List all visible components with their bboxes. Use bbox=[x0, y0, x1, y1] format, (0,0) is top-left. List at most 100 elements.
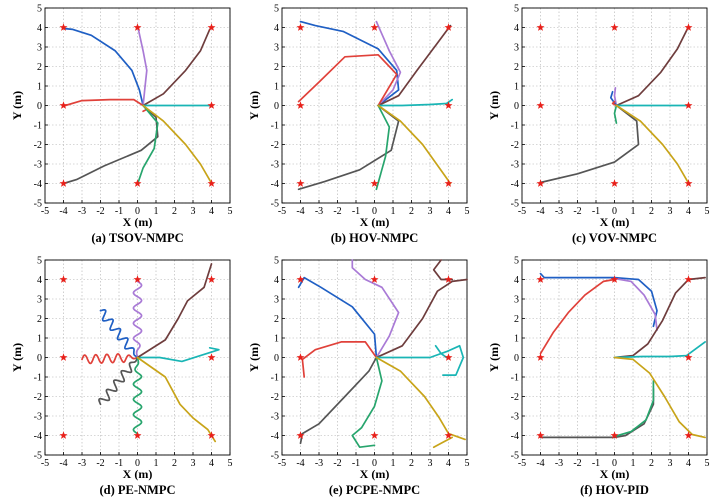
x-tick-label: 3 bbox=[668, 206, 673, 217]
target-star-icon bbox=[444, 101, 453, 109]
x-tick-label: 3 bbox=[428, 206, 433, 217]
y-tick-label: 1 bbox=[514, 82, 519, 93]
trajectory-line bbox=[297, 104, 400, 191]
x-tick-label: -2 bbox=[96, 458, 104, 469]
trajectory-line bbox=[142, 28, 211, 107]
x-tick-label: -3 bbox=[555, 458, 563, 469]
trajectory-line bbox=[377, 24, 452, 107]
trajectory-line bbox=[351, 356, 383, 449]
target-star-icon bbox=[59, 179, 68, 187]
y-tick-label: 3 bbox=[37, 43, 42, 54]
target-star-icon bbox=[59, 275, 68, 283]
target-star-icon bbox=[296, 431, 305, 439]
target-star-icon bbox=[684, 101, 693, 109]
target-star-icon bbox=[370, 431, 379, 439]
x-tick-label: -3 bbox=[78, 206, 86, 217]
trajectory-line bbox=[613, 277, 658, 332]
x-tick-label: -4 bbox=[536, 206, 544, 217]
trajectory-line bbox=[64, 98, 144, 107]
trajectory-line bbox=[613, 356, 706, 439]
x-tick-label: -5 bbox=[278, 206, 286, 217]
target-star-icon bbox=[444, 431, 453, 439]
y-tick-label: 0 bbox=[514, 101, 519, 112]
y-tick-label: -4 bbox=[34, 431, 42, 442]
y-tick-label: 5 bbox=[514, 256, 519, 267]
x-tick-label: 0 bbox=[372, 458, 377, 469]
x-tick-label: 1 bbox=[631, 206, 636, 217]
trajectory-line bbox=[142, 104, 212, 183]
x-tick-label: 4 bbox=[686, 206, 691, 217]
x-tick-label: -2 bbox=[96, 206, 104, 217]
y-tick-label: 0 bbox=[37, 353, 42, 364]
x-tick-label: -1 bbox=[115, 206, 123, 217]
y-tick-label: -3 bbox=[511, 412, 519, 423]
y-tick-label: -3 bbox=[271, 160, 279, 171]
target-star-icon bbox=[133, 179, 142, 187]
trajectory-line bbox=[132, 356, 143, 435]
x-tick-label: 3 bbox=[668, 458, 673, 469]
y-tick-label: 2 bbox=[514, 62, 519, 73]
target-star-icon bbox=[207, 23, 216, 31]
trajectory-line bbox=[613, 341, 706, 359]
x-tick-label: 2 bbox=[649, 206, 654, 217]
y-tick-label: 2 bbox=[37, 314, 42, 325]
x-tick-label: -3 bbox=[315, 458, 323, 469]
trajectory-line bbox=[137, 104, 159, 183]
x-tick-label: -4 bbox=[296, 206, 304, 217]
x-tick-label: 3 bbox=[191, 458, 196, 469]
trajectory-line bbox=[136, 346, 220, 363]
trajectory-line bbox=[299, 356, 378, 445]
x-tick-label: -2 bbox=[333, 458, 341, 469]
y-axis-label: Y (m) bbox=[247, 91, 261, 120]
panel-caption: (b) HOV-NMPC bbox=[331, 231, 419, 245]
y-tick-label: -5 bbox=[511, 199, 519, 210]
x-tick-label: -5 bbox=[518, 458, 526, 469]
x-tick-label: 3 bbox=[428, 458, 433, 469]
y-tick-label: 0 bbox=[514, 353, 519, 364]
y-tick-label: 0 bbox=[274, 101, 279, 112]
target-star-icon bbox=[296, 23, 305, 31]
x-tick-label: -4 bbox=[59, 458, 67, 469]
x-tick-label: 2 bbox=[172, 206, 177, 217]
y-axis-label: Y (m) bbox=[10, 91, 24, 120]
y-tick-label: -1 bbox=[271, 121, 279, 132]
y-tick-label: -5 bbox=[271, 199, 279, 210]
x-tick-label: 4 bbox=[209, 458, 214, 469]
x-tick-label: 5 bbox=[705, 458, 710, 469]
y-tick-label: -2 bbox=[271, 392, 279, 403]
x-tick-label: 0 bbox=[135, 458, 140, 469]
y-tick-label: 4 bbox=[37, 275, 42, 286]
target-star-icon bbox=[296, 101, 305, 109]
y-axis-label: Y (m) bbox=[487, 91, 501, 120]
y-tick-label: 2 bbox=[37, 62, 42, 73]
x-tick-label: 2 bbox=[409, 458, 414, 469]
y-tick-label: -2 bbox=[511, 392, 519, 403]
trajectory-line bbox=[615, 104, 689, 183]
target-star-icon bbox=[207, 101, 216, 109]
y-tick-label: 1 bbox=[37, 82, 42, 93]
target-star-icon bbox=[536, 179, 545, 187]
trajectory-line bbox=[432, 259, 454, 281]
trajectory-line bbox=[539, 387, 655, 439]
target-star-icon bbox=[370, 23, 379, 31]
x-tick-label: 5 bbox=[465, 458, 470, 469]
panel-caption: (c) VOV-NMPC bbox=[572, 231, 657, 245]
x-tick-label: -5 bbox=[278, 458, 286, 469]
y-tick-label: 0 bbox=[274, 353, 279, 364]
target-star-icon bbox=[133, 275, 142, 283]
y-tick-label: -2 bbox=[34, 392, 42, 403]
y-tick-label: -4 bbox=[511, 179, 519, 190]
x-tick-label: 1 bbox=[391, 458, 396, 469]
target-star-icon bbox=[296, 275, 305, 283]
target-star-icon bbox=[207, 431, 216, 439]
x-tick-label: -4 bbox=[536, 458, 544, 469]
target-star-icon bbox=[133, 23, 142, 31]
y-axis-label: Y (m) bbox=[247, 343, 261, 372]
y-axis-label: Y (m) bbox=[487, 343, 501, 372]
y-tick-label: 5 bbox=[37, 4, 42, 15]
target-star-icon bbox=[536, 275, 545, 283]
panel-a: -5 -4 -3 -2 -1 0 1 2 3 4 5 -5 -4 -3 -2 -1 0 1 2 3 4 5 X (m) Y (… bbox=[10, 4, 233, 246]
trajectory-line bbox=[62, 104, 159, 185]
trajectory-line bbox=[136, 263, 213, 359]
